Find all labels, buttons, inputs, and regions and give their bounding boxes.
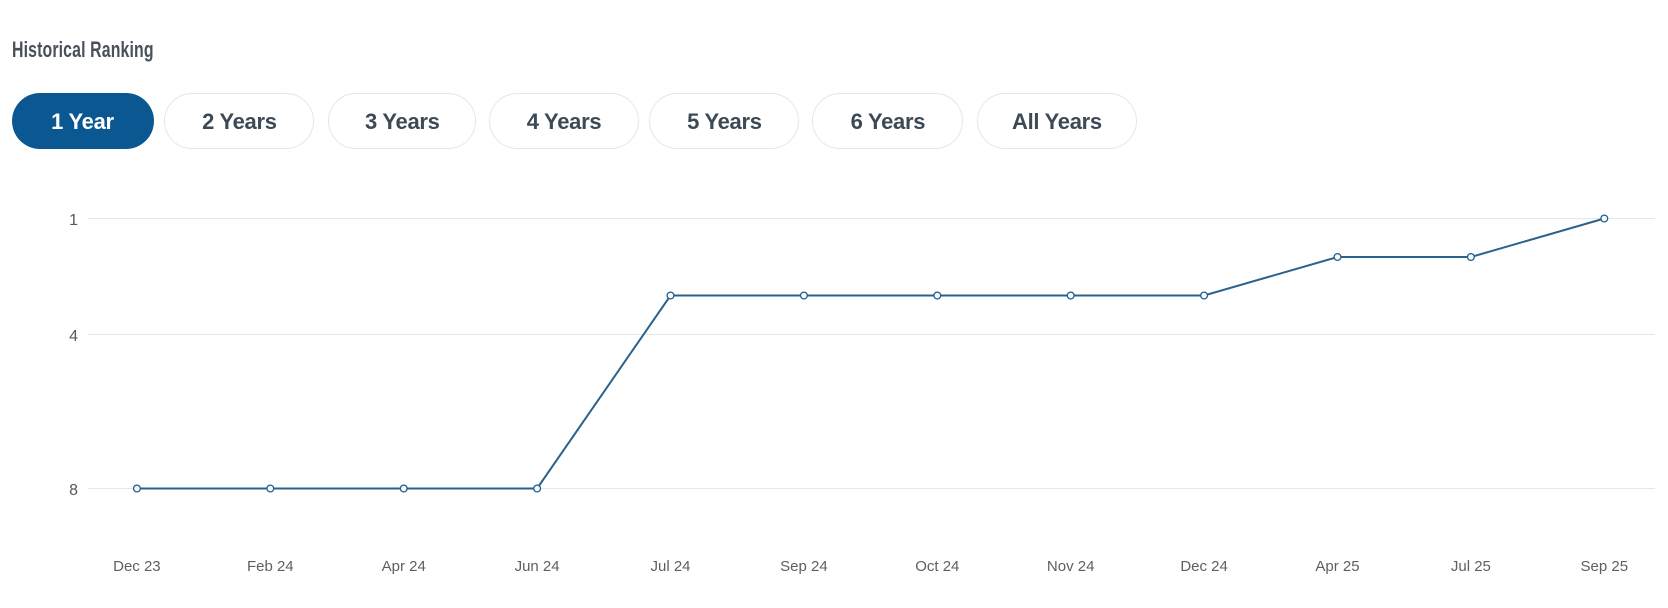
svg-text:Sep 24: Sep 24	[780, 558, 828, 575]
svg-text:Feb 24: Feb 24	[247, 558, 294, 575]
svg-text:8: 8	[69, 482, 78, 499]
svg-text:Nov 24: Nov 24	[1047, 558, 1095, 575]
svg-text:1: 1	[69, 212, 78, 229]
svg-text:Apr 25: Apr 25	[1315, 558, 1359, 575]
svg-text:Jul 24: Jul 24	[650, 558, 690, 575]
svg-text:Dec 23: Dec 23	[113, 558, 161, 575]
svg-text:Apr 24: Apr 24	[382, 558, 426, 575]
svg-text:Jun 24: Jun 24	[515, 558, 560, 575]
svg-text:Sep 25: Sep 25	[1581, 558, 1629, 575]
svg-text:Oct 24: Oct 24	[915, 558, 959, 575]
svg-text:Dec 24: Dec 24	[1180, 558, 1228, 575]
svg-text:Jul 25: Jul 25	[1451, 558, 1491, 575]
svg-text:4: 4	[69, 328, 78, 345]
